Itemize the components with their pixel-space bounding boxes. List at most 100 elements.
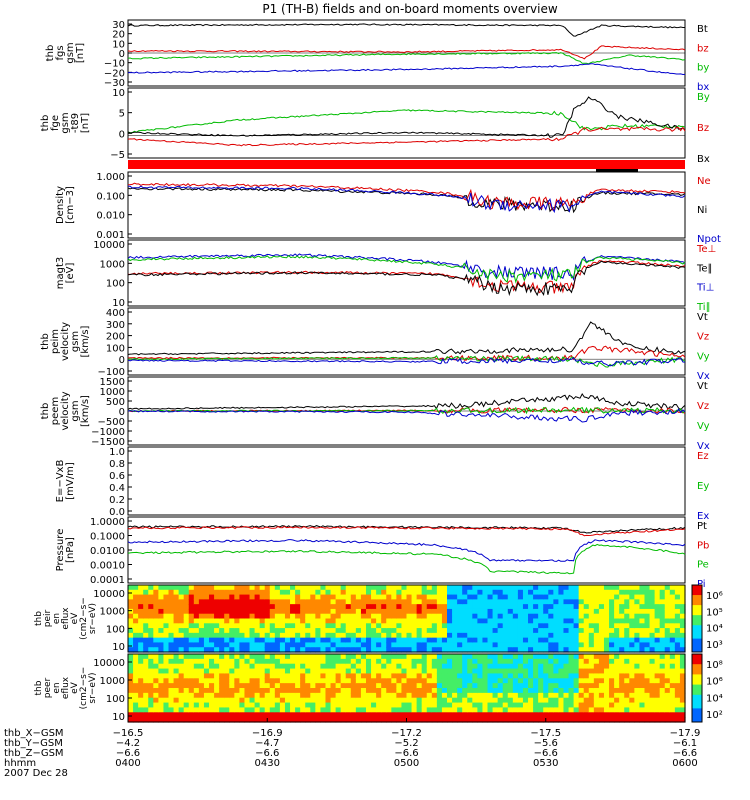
spectrogram-cell	[269, 688, 276, 694]
spectrogram-cell	[229, 642, 235, 648]
spectrogram-cell	[452, 678, 458, 684]
spectrogram-cell	[239, 658, 246, 665]
spectrogram-cell	[568, 618, 575, 624]
spectrogram-cell	[330, 717, 337, 723]
spectrogram-cell	[558, 647, 565, 653]
spectrogram-cell	[386, 702, 392, 709]
spectrogram-cell	[588, 608, 595, 615]
spectrogram-cell	[614, 658, 620, 665]
spectrogram-cell	[487, 647, 494, 653]
colorbar-cell	[692, 591, 702, 596]
spectrogram-cell	[654, 585, 661, 591]
spectrogram-cell	[193, 692, 200, 699]
y-tick-label: 0.0100	[90, 546, 125, 557]
spectrogram-cell	[153, 632, 159, 639]
spectrogram-cell	[669, 623, 676, 629]
spectrogram-cell	[371, 697, 377, 704]
spectrogram-cell	[239, 599, 246, 605]
spectrogram-cell	[401, 613, 408, 620]
spectrogram-cell	[330, 585, 337, 591]
spectrogram-cell	[634, 683, 641, 689]
spectrogram-cell	[209, 663, 215, 670]
spectrogram-cell	[173, 712, 180, 718]
spectrogram-cell	[426, 599, 433, 605]
spectrogram-cell	[320, 642, 327, 648]
spectrogram-cell	[330, 668, 337, 675]
spectrogram-cell	[315, 658, 322, 665]
spectrogram-cell	[654, 594, 661, 600]
spectrogram-cell	[543, 599, 549, 605]
spectrogram-cell	[391, 663, 397, 670]
spectrogram-cell	[335, 608, 342, 615]
colorbar-label: 10²	[706, 710, 723, 721]
spectrogram-cell	[386, 678, 392, 684]
spectrogram-cell	[416, 608, 423, 615]
spectrogram-cell	[578, 613, 585, 620]
spectrogram-cell	[512, 642, 519, 648]
spectrogram-cell	[563, 683, 570, 689]
spectrogram-cell	[659, 692, 666, 699]
spectrogram-cell	[128, 688, 134, 694]
spectrogram-cell	[644, 654, 651, 660]
spectrogram-cell	[188, 658, 195, 665]
spectrogram-cell	[649, 673, 656, 679]
colorbar-frame	[691, 653, 703, 723]
spectrogram-cell	[538, 692, 544, 699]
spectrogram-cell	[553, 647, 560, 653]
spectrogram-cell	[411, 647, 418, 653]
spectrogram-cell	[578, 585, 585, 591]
spectrogram-cell	[401, 663, 408, 670]
spectrogram-cell	[538, 642, 544, 648]
spectrogram-cell	[472, 658, 478, 665]
y-axis-label: thb	[40, 333, 51, 350]
spectrogram-cell	[163, 599, 170, 605]
spectrogram-cell	[209, 673, 215, 679]
spectrogram-cell	[447, 673, 453, 679]
spectrogram-cell	[421, 663, 428, 670]
spectrogram-cell	[558, 585, 565, 591]
spectrogram-cell	[386, 717, 392, 723]
spectrogram-cell	[224, 632, 230, 639]
spectrogram-cell	[568, 702, 575, 709]
spectrogram-cell	[340, 702, 347, 709]
spectrogram-cell	[487, 608, 494, 615]
spectrogram-cell	[548, 702, 554, 709]
spectrogram-cell	[259, 712, 266, 718]
spectrogram-cell	[274, 608, 281, 615]
spectrogram-cell	[411, 594, 418, 600]
spectrogram-cell	[624, 702, 630, 709]
spectrogram-cell	[300, 702, 306, 709]
spectrogram-cell	[229, 647, 235, 653]
spectrogram-cell	[138, 604, 144, 610]
spectrogram-cell	[239, 673, 246, 679]
spectrogram-cell	[507, 618, 514, 624]
spectrogram-cell	[522, 658, 529, 665]
spectrogram-cell	[214, 589, 220, 596]
spectrogram-cell	[416, 702, 423, 709]
spectrogram-cell	[477, 647, 484, 653]
spectrogram-cell	[507, 654, 514, 660]
spectrogram-cell	[457, 623, 463, 629]
spectrogram-cell	[295, 618, 301, 624]
spectrogram-cell	[249, 683, 256, 689]
spectrogram-cell	[350, 589, 357, 596]
spectrogram-cell	[609, 642, 615, 648]
spectrogram-cell	[644, 673, 651, 679]
spectrogram-cell	[381, 647, 387, 653]
spectrogram-cell	[219, 637, 225, 644]
spectrogram-cell	[543, 589, 549, 596]
spectrogram-cell	[533, 692, 539, 699]
spectrogram-cell	[538, 628, 544, 634]
spectrogram-cell	[153, 618, 159, 624]
spectrogram-cell	[441, 647, 448, 653]
spectrogram-cell	[234, 594, 240, 600]
spectrogram-cell	[360, 589, 367, 596]
spectrogram-cell	[533, 717, 539, 723]
spectrogram-cell	[320, 654, 327, 660]
spectrogram-cell	[168, 618, 175, 624]
spectrogram-cell	[259, 642, 266, 648]
spectrogram-cell	[447, 599, 453, 605]
spectrogram-cell	[593, 707, 600, 713]
spectrogram-cell	[133, 673, 139, 679]
spectrogram-cell	[229, 623, 235, 629]
